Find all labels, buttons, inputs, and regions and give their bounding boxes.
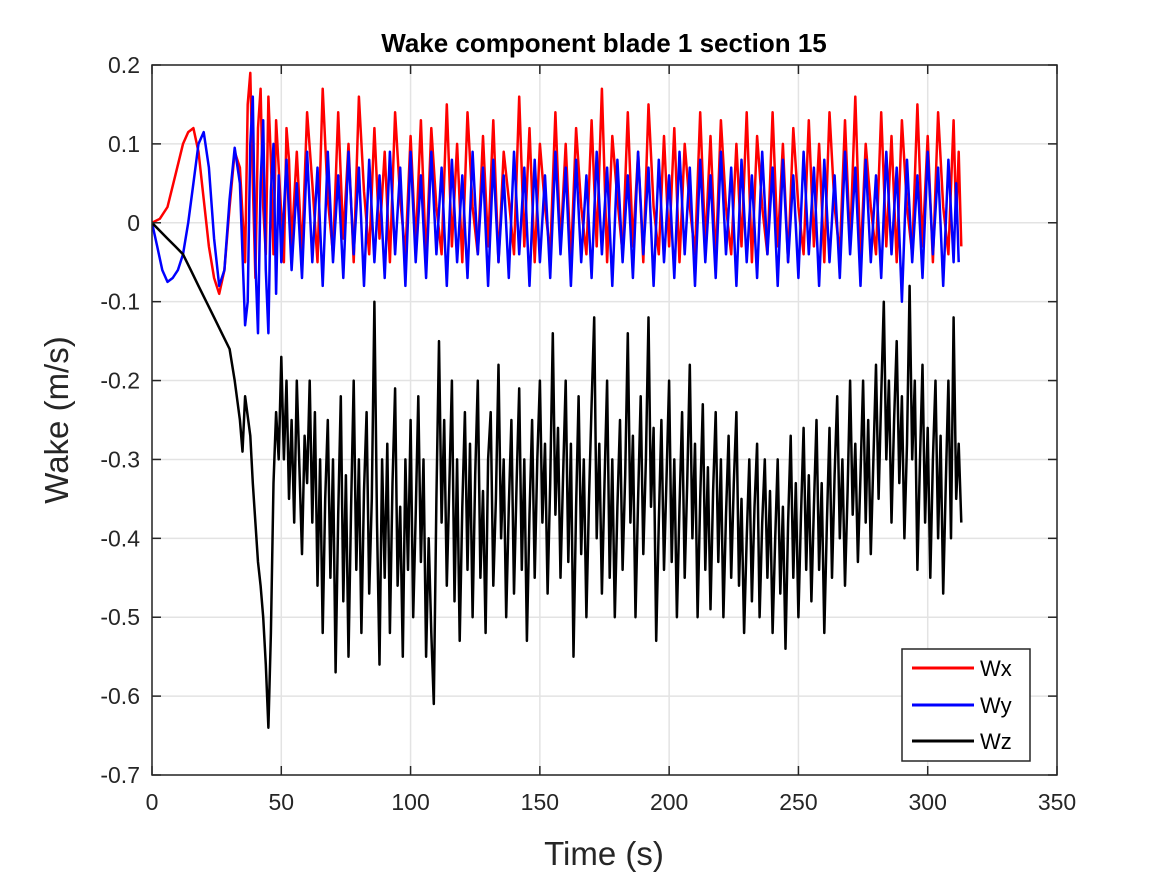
series-line-wz: [152, 221, 963, 729]
y-tick-label: -0.3: [100, 446, 140, 472]
x-tick-label: 150: [521, 789, 559, 815]
x-tick-label: 350: [1038, 789, 1076, 815]
x-tick-label: 0: [146, 789, 159, 815]
legend-label-wy: Wy: [980, 693, 1012, 718]
y-tick-label: -0.7: [100, 762, 140, 788]
x-tick-label: 100: [391, 789, 429, 815]
y-tick-label: 0: [127, 210, 140, 236]
y-tick-label: 0.2: [108, 52, 140, 78]
y-tick-label: 0.1: [108, 131, 140, 157]
series-layer: [152, 71, 963, 729]
x-axis-label: Time (s): [544, 835, 664, 872]
chart-title: Wake component blade 1 section 15: [381, 28, 827, 58]
x-tick-label: 200: [650, 789, 688, 815]
axes-box: [151, 64, 1058, 776]
legend-label-wz: Wz: [980, 729, 1012, 754]
ticks: [151, 64, 1058, 776]
y-axis-label: Wake (m/s): [38, 336, 75, 503]
y-tick-labels: 0.2 0.1 0 -0.1 -0.2 -0.3 -0.4 -0.5 -0.6 -0.7: [100, 52, 140, 788]
x-tick-labels: 0 50 100 150 200 250 300 350: [146, 789, 1077, 815]
x-tick-label: 300: [909, 789, 947, 815]
y-tick-label: -0.5: [100, 604, 140, 630]
series-line-wy: [152, 95, 960, 335]
y-tick-label: -0.2: [100, 368, 140, 394]
y-tick-label: -0.6: [100, 683, 140, 709]
legend: Wx Wy Wz: [901, 648, 1031, 762]
legend-label-wx: Wx: [980, 656, 1012, 681]
x-tick-label: 50: [268, 789, 294, 815]
y-tick-label: -0.4: [100, 525, 140, 551]
y-tick-label: -0.1: [100, 289, 140, 315]
x-tick-label: 250: [779, 789, 817, 815]
